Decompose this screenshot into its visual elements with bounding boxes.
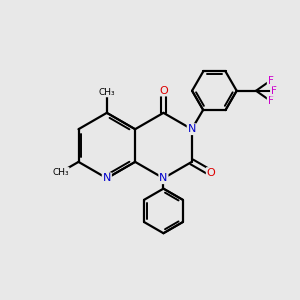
Text: N: N [103, 173, 111, 183]
Text: F: F [271, 86, 277, 96]
Text: O: O [159, 85, 168, 96]
Text: CH₃: CH₃ [52, 168, 69, 177]
Text: N: N [188, 124, 196, 134]
Text: CH₃: CH₃ [98, 88, 115, 97]
Text: F: F [268, 96, 274, 106]
Text: N: N [159, 173, 168, 183]
Text: F: F [268, 76, 274, 85]
Text: O: O [207, 168, 215, 178]
